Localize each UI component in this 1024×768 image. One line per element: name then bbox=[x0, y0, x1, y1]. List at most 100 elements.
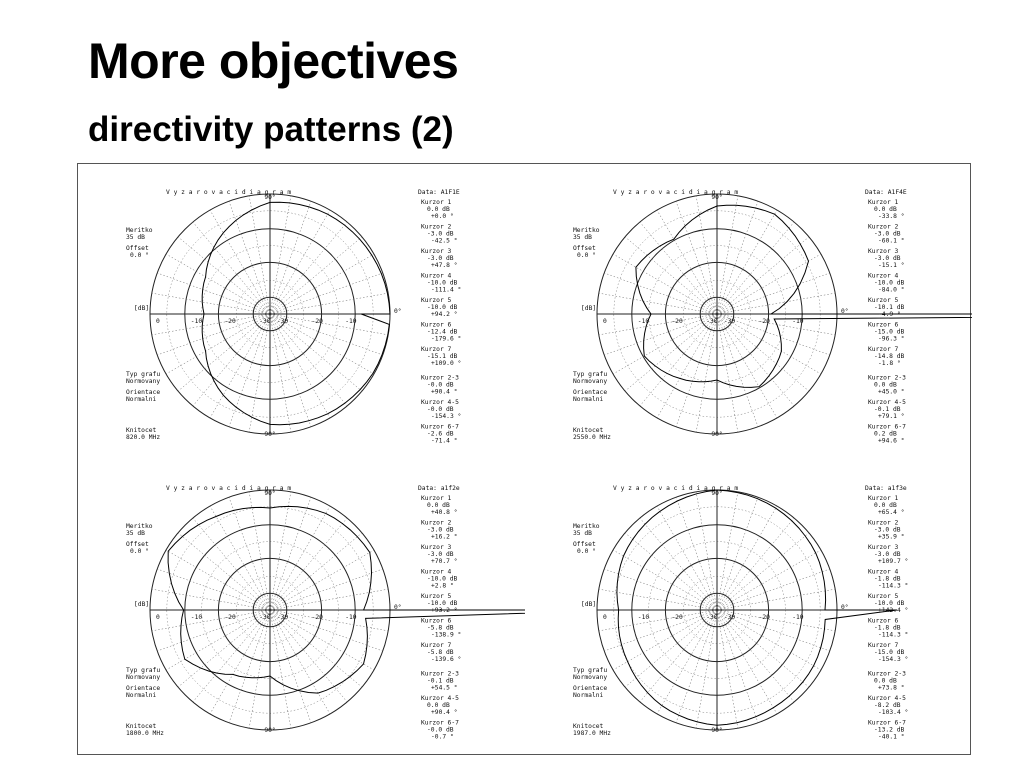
orientace-label: Orientace bbox=[573, 389, 607, 396]
plot-heading: V y z a r o v a c i d i a g r a m bbox=[613, 189, 738, 196]
cursor-name: Kurzor 6-7 bbox=[868, 424, 906, 431]
polar-spoke bbox=[604, 313, 718, 356]
polar-spoke bbox=[151, 292, 271, 315]
cursor-name: Kurzor 3 bbox=[421, 544, 452, 551]
cursor-name: Kurzor 4 bbox=[421, 273, 452, 280]
cursor-db: -3.0 dB bbox=[874, 231, 901, 238]
cursor-db: -1.8 dB bbox=[874, 576, 901, 583]
polar-spoke bbox=[269, 491, 292, 611]
polar-spoke bbox=[269, 313, 389, 336]
polar-spoke bbox=[716, 313, 778, 419]
polar-spoke bbox=[269, 236, 363, 315]
cursor-name: Kurzor 2 bbox=[421, 520, 452, 527]
ring-label: -20 bbox=[312, 614, 324, 621]
knitocet-value: 2550.0 MHz bbox=[573, 434, 611, 441]
orientace-value: Normalni bbox=[573, 396, 604, 403]
polar-spoke bbox=[269, 609, 363, 688]
offset-label: Offset bbox=[573, 541, 596, 548]
ring-label: 0 bbox=[156, 318, 160, 325]
pattern-panel-3: V y z a r o v a c i d i a g r a m Data: a… bbox=[78, 460, 525, 756]
db-label: [dB] bbox=[581, 305, 596, 312]
ring-label: -20 bbox=[671, 318, 683, 325]
ring-label: -10 bbox=[638, 614, 650, 621]
cursor-name: Kurzor 4-5 bbox=[868, 399, 906, 406]
cursor-name: Kurzor 6-7 bbox=[421, 424, 459, 431]
cursor-name: Kurzor 1 bbox=[868, 199, 899, 206]
polar-spoke bbox=[656, 609, 718, 715]
knitocet-label: Knitocet bbox=[573, 723, 604, 730]
meritko-label: Meritko bbox=[126, 227, 153, 234]
cursor-name: Kurzor 4-5 bbox=[868, 695, 906, 702]
polar-spoke bbox=[695, 491, 718, 611]
cursor-name: Kurzor 3 bbox=[868, 544, 899, 551]
pattern-curve bbox=[167, 505, 525, 694]
cursor-db: -10.0 dB bbox=[427, 576, 458, 583]
polar-spoke bbox=[604, 568, 718, 611]
cursor-db: -3.0 dB bbox=[427, 255, 454, 262]
polar-spoke bbox=[192, 313, 271, 407]
polar-spoke bbox=[269, 609, 389, 632]
polar-spoke bbox=[177, 313, 271, 392]
polar-spoke bbox=[716, 609, 822, 671]
polar-spoke bbox=[598, 313, 718, 336]
polar-spoke bbox=[248, 609, 271, 729]
cursor-angle: -84.0 ° bbox=[878, 286, 905, 294]
angle-label-right: 0° bbox=[394, 603, 402, 611]
polar-spoke bbox=[716, 313, 739, 433]
polar-spoke bbox=[269, 272, 383, 315]
orientace-label: Orientace bbox=[573, 685, 607, 692]
cursor-name: Kurzor 2 bbox=[868, 224, 899, 231]
cursor-name: Kurzor 4 bbox=[868, 569, 899, 576]
cursor-db: -5.8 dB bbox=[427, 625, 454, 632]
polar-spoke bbox=[269, 497, 312, 611]
polar-spoke bbox=[165, 609, 271, 671]
ring-label: -10 bbox=[792, 318, 804, 325]
polar-spoke bbox=[269, 609, 292, 729]
polar-spoke bbox=[624, 236, 718, 315]
cursor-db: -0.0 dB bbox=[427, 382, 454, 389]
cursor-angle: +65.4 ° bbox=[878, 508, 905, 516]
ring-label: -30 bbox=[277, 318, 289, 325]
cursor-name: Kurzor 4-5 bbox=[421, 399, 459, 406]
cursor-db: -15.1 dB bbox=[427, 353, 458, 360]
polar-spoke bbox=[612, 313, 718, 375]
polar-spoke bbox=[716, 313, 836, 336]
ring-label: -30 bbox=[706, 614, 718, 621]
slide-title: More objectives bbox=[88, 33, 459, 89]
polar-spoke bbox=[269, 209, 331, 315]
knitocet-label: Knitocet bbox=[126, 723, 157, 730]
slide-subtitle: directivity patterns (2) bbox=[88, 110, 454, 149]
ring-label: -30 bbox=[706, 318, 718, 325]
ring-label: -20 bbox=[671, 614, 683, 621]
polar-spoke bbox=[269, 588, 389, 611]
cursor-angle: +94.6 ° bbox=[878, 437, 905, 445]
angle-label-top: 90° bbox=[711, 193, 722, 201]
cursor-db: -10.1 dB bbox=[874, 304, 905, 311]
cursor-name: Kurzor 2-3 bbox=[868, 375, 906, 382]
cursor-db: -10.0 dB bbox=[427, 280, 458, 287]
cursor-name: Kurzor 3 bbox=[421, 248, 452, 255]
polar-spoke bbox=[192, 609, 271, 703]
polar-spoke bbox=[656, 313, 718, 419]
polar-spoke bbox=[177, 532, 271, 611]
cursor-name: Kurzor 2-3 bbox=[421, 375, 459, 382]
polar-spoke bbox=[269, 549, 375, 611]
cursor-angle: -96.3 ° bbox=[878, 335, 905, 343]
cursor-db: -0.0 dB bbox=[427, 406, 454, 413]
polar-spoke bbox=[716, 201, 759, 315]
cursor-db: 0.0 dB bbox=[874, 206, 897, 213]
polar-spoke bbox=[716, 609, 836, 632]
knitocet-value: 1800.0 MHz bbox=[126, 730, 164, 737]
data-label: Data: A1F4E bbox=[865, 189, 907, 196]
polar-spoke bbox=[716, 497, 759, 611]
cursor-db: -3.0 dB bbox=[874, 551, 901, 558]
polar-plot: V y z a r o v a c i d i a g r a m Data: A… bbox=[126, 189, 461, 445]
polar-spoke bbox=[269, 609, 383, 652]
polar-spoke bbox=[269, 253, 375, 315]
polar-spoke bbox=[269, 505, 331, 611]
ring-label: -10 bbox=[191, 318, 203, 325]
cursor-db: 0.0 dB bbox=[427, 702, 450, 709]
data-label: Data: a1f2e bbox=[418, 485, 460, 492]
ring-label: -20 bbox=[759, 614, 771, 621]
cursor-name: Kurzor 6 bbox=[868, 618, 899, 625]
